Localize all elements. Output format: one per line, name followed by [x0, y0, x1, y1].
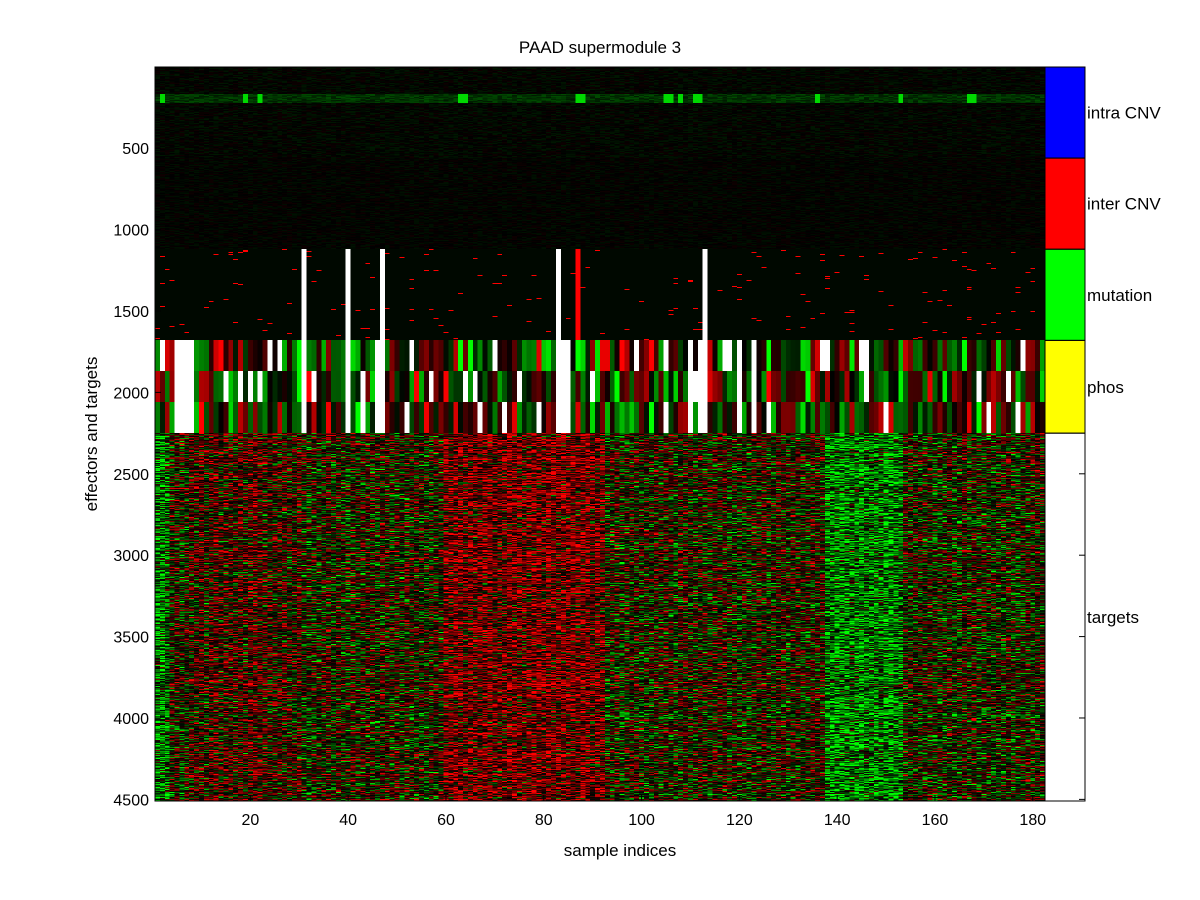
- chart-title: PAAD supermodule 3: [519, 38, 681, 57]
- category-swatch: [1044, 157, 1086, 250]
- heatmap-plot-area: [154, 66, 1046, 802]
- category-label: intra CNV: [1087, 103, 1161, 122]
- heatmap-image: [155, 67, 1045, 801]
- y-axis-ticks: 500 1000 1500 2000 2500 3000 3500 4000 4500: [113, 141, 161, 809]
- category-label: inter CNV: [1087, 195, 1161, 214]
- category-label: phos: [1087, 378, 1124, 397]
- y-tick-label: 500: [122, 141, 149, 158]
- y-tick-label: 3000: [113, 548, 149, 565]
- category-label: targets: [1087, 608, 1139, 627]
- y-tick-label: 3500: [113, 630, 149, 647]
- y-tick-label: 1500: [113, 304, 149, 321]
- category-swatch: [1044, 66, 1086, 159]
- y-tick-label: 1000: [113, 223, 149, 240]
- x-tick-label: 20: [241, 812, 259, 829]
- x-tick-label: 120: [726, 812, 753, 829]
- x-axis-ticks: 20 40 60 80 100 120 140 160 180: [241, 795, 1046, 829]
- category-legend-bar: intra CNV inter CNV mutation phos targets: [1044, 66, 1161, 802]
- category-swatch: [1044, 248, 1086, 341]
- x-tick-label: 60: [437, 812, 455, 829]
- category-swatch: [1044, 339, 1086, 434]
- x-axis-label: sample indices: [564, 841, 676, 860]
- x-tick-label: 180: [1019, 812, 1046, 829]
- x-tick-label: 140: [824, 812, 851, 829]
- x-tick-label: 100: [628, 812, 655, 829]
- x-tick-label: 40: [339, 812, 357, 829]
- category-swatch: [1044, 432, 1086, 802]
- y-tick-label: 4500: [113, 792, 149, 809]
- y-tick-label: 2000: [113, 385, 149, 402]
- y-tick-label: 2500: [113, 467, 149, 484]
- y-tick-label: 4000: [113, 711, 149, 728]
- x-tick-label: 160: [922, 812, 949, 829]
- category-label: mutation: [1087, 286, 1152, 305]
- x-tick-label: 80: [535, 812, 553, 829]
- y-axis-label: effectors and targets: [82, 357, 101, 512]
